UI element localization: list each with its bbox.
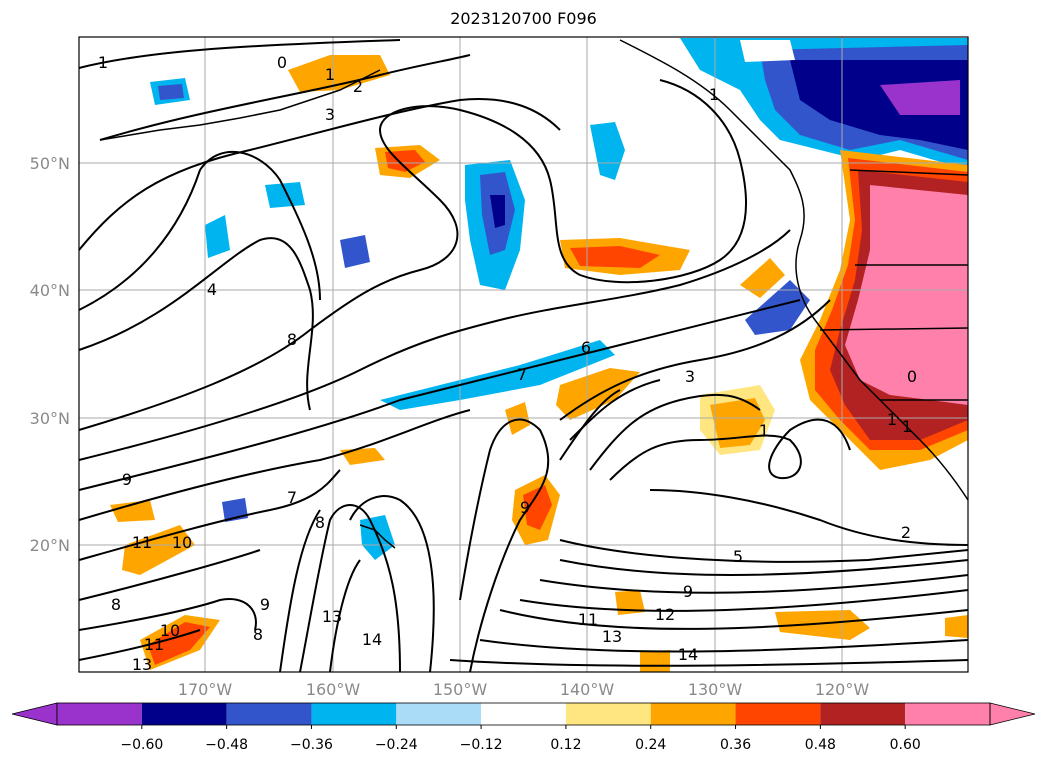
lat-label-30n: 30°N [30,409,70,428]
colorbar-bin [396,703,482,725]
graticule [79,37,968,672]
lat-label-50n: 50°N [30,154,70,173]
contour-label: 13 [322,607,342,626]
contour-label: 5 [733,547,743,566]
contour-label: 2 [901,523,911,542]
contour-label: 9 [683,582,693,601]
colorbar-bin [481,703,566,725]
contour-label: 10 [160,621,180,640]
contour-label: 4 [207,280,217,299]
contour-label: 9 [260,595,270,614]
longitude-labels: 170°W 160°W 150°W 140°W 130°W 120°W [178,680,870,699]
colorbar-tick-label: −0.24 [375,737,418,753]
lat-label-20n: 20°N [30,536,70,555]
contour-label: 0 [277,53,287,72]
lon-label-120w: 120°W [815,680,870,699]
colorbar-boxes [11,702,1036,726]
contour-label: 3 [685,367,695,386]
colorbar-extend-low [11,702,58,726]
colorbar-tick-label: 0.24 [635,737,666,753]
colorbar-frame [56,702,991,726]
contour-label: 14 [678,645,698,664]
contour-label: 8 [111,595,121,614]
contour-label: 1 [759,421,769,440]
lon-label-140w: 140°W [560,680,615,699]
colorbar-tick-label: −0.60 [120,737,163,753]
contour-label: 1 [709,85,719,104]
contour-label: 1 [902,417,912,436]
lon-label-160w: 160°W [306,680,361,699]
colorbar-ticks: −0.60 −0.48 −0.36 −0.24 −0.12 0.12 0.24 0.36 0.4… [120,725,921,753]
contour-label: 3 [325,105,335,124]
lat-label-40n: 40°N [30,281,70,300]
lon-label-130w: 130°W [688,680,743,699]
colorbar-tick-label: −0.12 [460,737,503,753]
contour-label: 14 [362,630,382,649]
contour-label: 1 [98,53,108,72]
map-frame [78,36,969,673]
contour-label: 7 [517,365,527,384]
contour-label: 8 [253,625,263,644]
colorbar-bin [57,703,142,725]
colorbar-bin [565,703,651,725]
latitude-labels: 50°N 40°N 30°N 20°N [30,154,70,555]
colorbar-tick-label: −0.48 [205,737,248,753]
colorbar-bin [311,703,397,725]
contour-label: 11 [144,635,164,654]
contour-label: 1 [887,410,897,429]
colorbar-tick-label: 0.48 [805,737,836,753]
colorbar-bin [905,703,990,725]
contour-label: 9 [122,470,132,489]
colorbar-bin [226,703,312,725]
coastlines [99,39,969,549]
contour-label: 12 [655,605,675,624]
contour-label: 7 [287,488,297,507]
colorbar-tick-label: 0.60 [890,737,921,753]
contour-label: 13 [132,655,152,674]
lon-label-150w: 150°W [433,680,488,699]
colorbar-tick-label: 0.36 [720,737,751,753]
contour-label: 0 [907,367,917,386]
colorbar-bin [141,703,227,725]
contour-label: 10 [172,533,192,552]
colorbar-extend-high [989,702,1036,726]
height-contours [78,39,969,673]
map-title: 2023120700 F096 [450,9,597,28]
colorbar-bin [735,703,821,725]
contour-label: 2 [353,77,363,96]
lon-label-170w: 170°W [178,680,233,699]
colorbar-bin [650,703,736,725]
contour-label: 11 [132,533,152,552]
colorbar-tick-label: 0.12 [550,737,581,753]
contour-label: 8 [315,513,325,532]
contour-label: 1 [325,65,335,84]
contour-label: 8 [287,330,297,349]
contour-label: 13 [602,627,622,646]
contour-label: 11 [578,610,598,629]
contour-label: 6 [581,338,591,357]
contour-label: 9 [520,498,530,517]
colorbar-bin [820,703,906,725]
colorbar-tick-label: −0.36 [290,737,333,753]
